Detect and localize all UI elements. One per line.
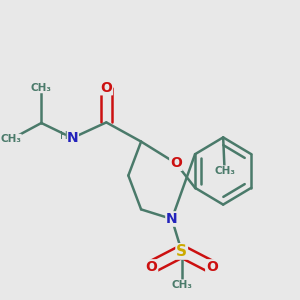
Text: O: O: [170, 156, 182, 170]
Text: H: H: [60, 130, 68, 141]
Text: CH₃: CH₃: [171, 280, 192, 290]
Text: CH₃: CH₃: [31, 82, 52, 93]
Text: CH₃: CH₃: [214, 166, 235, 176]
Text: S: S: [176, 244, 187, 259]
Text: N: N: [67, 131, 78, 145]
Text: N: N: [166, 212, 178, 226]
Text: O: O: [146, 260, 158, 274]
Text: CH₃: CH₃: [0, 134, 21, 145]
Text: O: O: [206, 260, 218, 274]
Text: O: O: [100, 81, 112, 94]
